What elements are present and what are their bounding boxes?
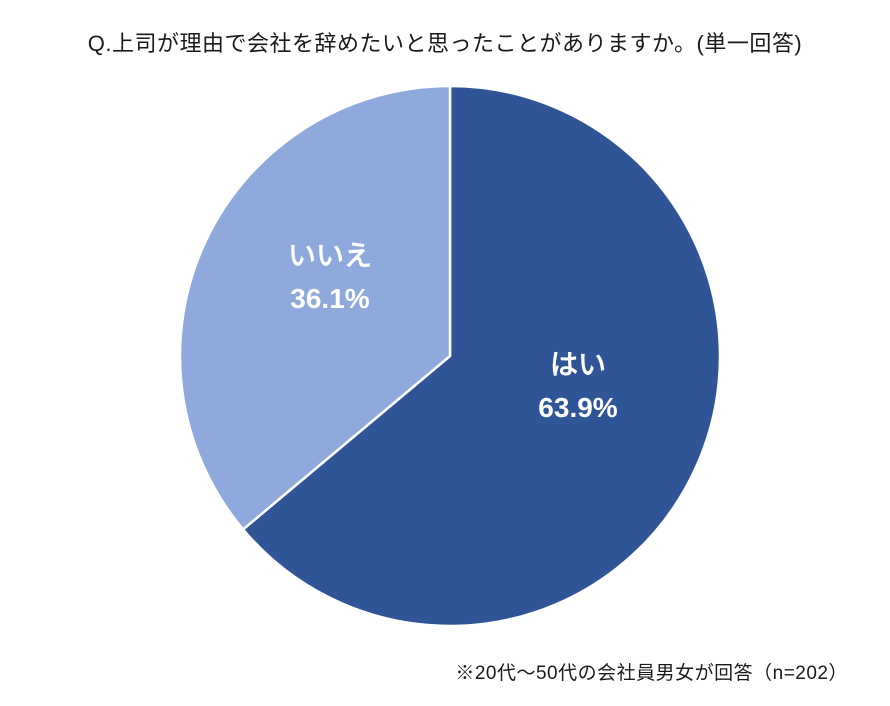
footnote: ※20代～50代の会社員男女が回答（n=202） xyxy=(455,663,848,684)
pie-slice-1 xyxy=(178,84,452,531)
pie-slice-0 xyxy=(241,84,722,628)
chart-title: Q.上司が理由で会社を辞めたいと思ったことがありますか。(単一回答) xyxy=(87,31,803,56)
